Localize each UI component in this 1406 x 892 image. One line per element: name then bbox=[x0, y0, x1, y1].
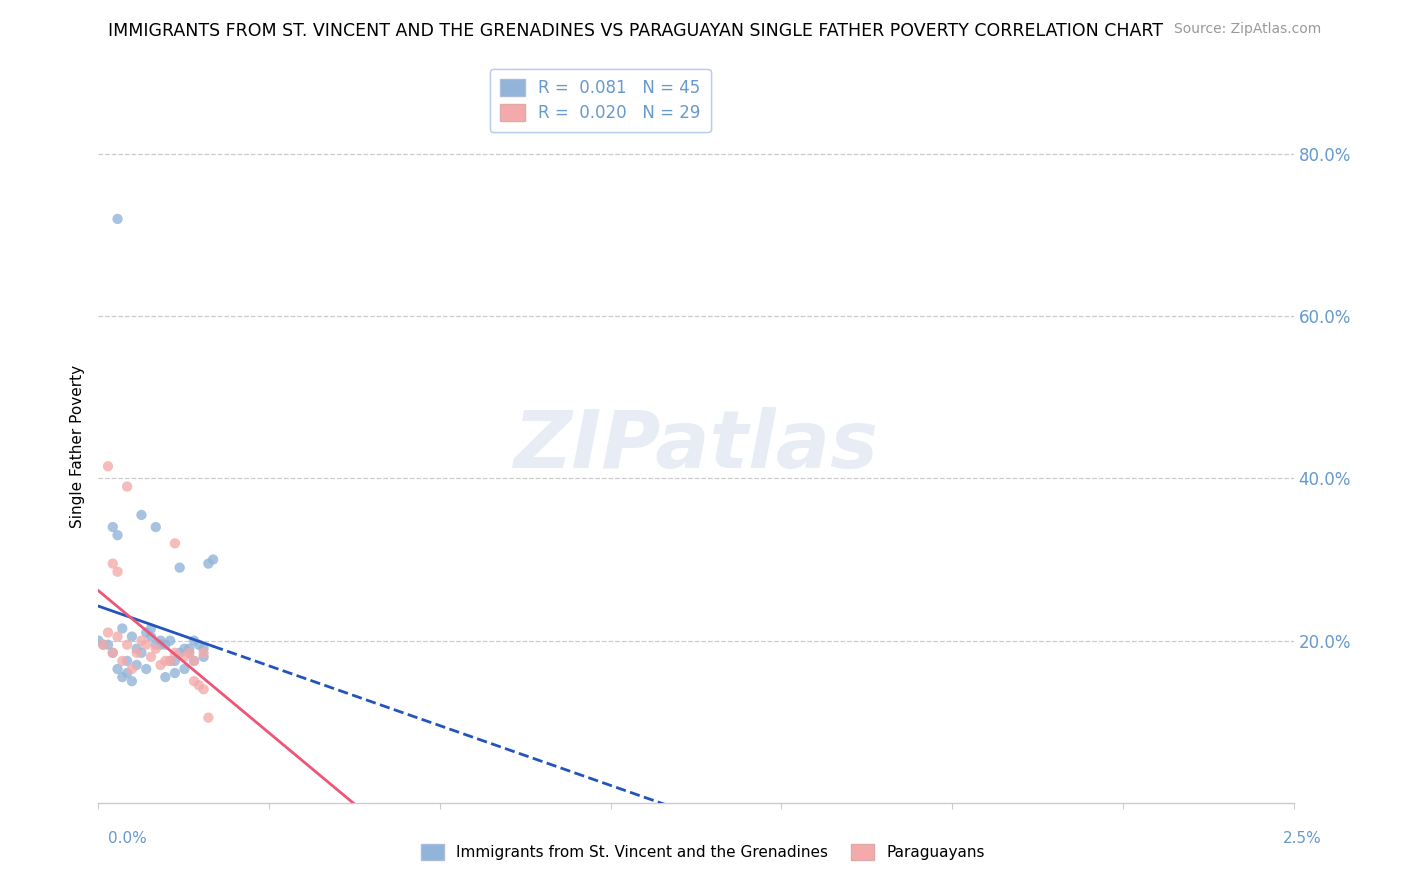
Point bbox=[155, 654, 177, 668]
Point bbox=[97, 638, 120, 652]
Point bbox=[115, 638, 138, 652]
Point bbox=[135, 638, 157, 652]
Point bbox=[101, 520, 124, 534]
Point bbox=[193, 646, 215, 660]
Point bbox=[183, 654, 205, 668]
Point bbox=[125, 657, 148, 672]
Point bbox=[131, 633, 153, 648]
Point bbox=[173, 641, 195, 656]
Point bbox=[107, 662, 129, 676]
Point bbox=[131, 508, 153, 522]
Text: IMMIGRANTS FROM ST. VINCENT AND THE GRENADINES VS PARAGUAYAN SINGLE FATHER POVER: IMMIGRANTS FROM ST. VINCENT AND THE GREN… bbox=[108, 22, 1163, 40]
Point bbox=[202, 552, 225, 566]
Point bbox=[97, 459, 120, 474]
Point bbox=[111, 654, 134, 668]
Point bbox=[169, 646, 191, 660]
Point bbox=[125, 646, 148, 660]
Legend: Immigrants from St. Vincent and the Grenadines, Paraguayans: Immigrants from St. Vincent and the Gren… bbox=[415, 838, 991, 866]
Point bbox=[121, 674, 143, 689]
Point bbox=[125, 641, 148, 656]
Point bbox=[87, 633, 110, 648]
Point bbox=[193, 682, 215, 697]
Text: ZIPatlas: ZIPatlas bbox=[513, 407, 879, 485]
Point bbox=[135, 662, 157, 676]
Point bbox=[97, 625, 120, 640]
Point bbox=[159, 654, 181, 668]
Point bbox=[163, 654, 186, 668]
Point bbox=[145, 641, 167, 656]
Point bbox=[155, 670, 177, 684]
Text: 2.5%: 2.5% bbox=[1282, 831, 1322, 846]
Legend: R =  0.081   N = 45, R =  0.020   N = 29: R = 0.081 N = 45, R = 0.020 N = 29 bbox=[491, 69, 710, 132]
Point bbox=[149, 638, 172, 652]
Point bbox=[101, 646, 124, 660]
Point bbox=[111, 622, 134, 636]
Point bbox=[101, 646, 124, 660]
Point bbox=[183, 654, 205, 668]
Point bbox=[197, 557, 219, 571]
Point bbox=[121, 630, 143, 644]
Point bbox=[183, 674, 205, 689]
Point bbox=[187, 678, 209, 692]
Point bbox=[159, 633, 181, 648]
Point bbox=[169, 560, 191, 574]
Point bbox=[91, 638, 114, 652]
Point bbox=[145, 638, 167, 652]
Point bbox=[155, 638, 177, 652]
Text: 0.0%: 0.0% bbox=[108, 831, 148, 846]
Point bbox=[197, 711, 219, 725]
Point bbox=[101, 557, 124, 571]
Point bbox=[173, 662, 195, 676]
Point bbox=[91, 638, 114, 652]
Text: Source: ZipAtlas.com: Source: ZipAtlas.com bbox=[1174, 22, 1322, 37]
Point bbox=[115, 479, 138, 493]
Point bbox=[139, 622, 162, 636]
Point bbox=[139, 649, 162, 664]
Point bbox=[121, 662, 143, 676]
Point bbox=[107, 630, 129, 644]
Point bbox=[149, 633, 172, 648]
Point bbox=[145, 520, 167, 534]
Point bbox=[107, 565, 129, 579]
Point bbox=[179, 641, 201, 656]
Point bbox=[179, 646, 201, 660]
Point bbox=[187, 638, 209, 652]
Point bbox=[159, 654, 181, 668]
Point bbox=[139, 630, 162, 644]
Point bbox=[183, 633, 205, 648]
Point bbox=[179, 646, 201, 660]
Point bbox=[111, 670, 134, 684]
Point bbox=[115, 666, 138, 681]
Point bbox=[107, 528, 129, 542]
Point bbox=[107, 211, 129, 226]
Point bbox=[115, 654, 138, 668]
Point bbox=[131, 646, 153, 660]
Point bbox=[163, 536, 186, 550]
Point bbox=[173, 649, 195, 664]
Point bbox=[149, 657, 172, 672]
Point bbox=[193, 649, 215, 664]
Y-axis label: Single Father Poverty: Single Father Poverty bbox=[69, 365, 84, 527]
Point bbox=[193, 641, 215, 656]
Point bbox=[163, 646, 186, 660]
Point bbox=[163, 666, 186, 681]
Point bbox=[135, 625, 157, 640]
